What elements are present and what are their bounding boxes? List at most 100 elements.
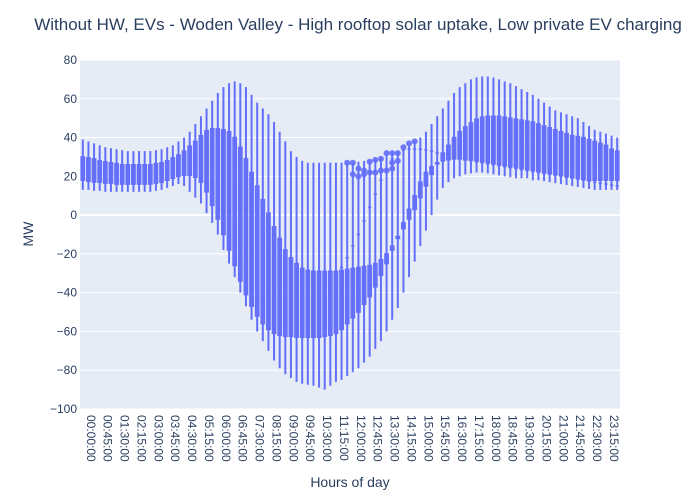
outlier-point [394, 157, 401, 164]
box-iqr [91, 158, 97, 183]
box-mark [592, 129, 598, 190]
box-mark [468, 79, 474, 174]
box-mark [609, 135, 614, 190]
x-tick-label: 00:45:00 [101, 415, 115, 462]
box-iqr [181, 150, 187, 177]
x-tick-label: 03:45:00 [168, 415, 182, 462]
box-iqr [367, 264, 373, 298]
box-iqr [114, 162, 119, 185]
box-mark [114, 149, 119, 192]
box-iqr [192, 140, 198, 179]
box-mark [457, 87, 463, 177]
box-iqr [412, 194, 418, 211]
x-tick-label: 21:45:00 [573, 415, 587, 462]
box-mark [80, 139, 86, 190]
box-iqr [311, 270, 316, 339]
box-iqr [609, 148, 614, 181]
x-tick-label: 10:30:00 [320, 415, 334, 462]
x-tick-label: 05:15:00 [202, 415, 216, 462]
box-iqr [108, 162, 114, 184]
box-iqr [519, 119, 524, 170]
box-iqr [614, 150, 620, 181]
box-mark [91, 143, 97, 191]
box-mark [406, 145, 412, 278]
x-axis-title: Hours of day [310, 474, 389, 490]
box-mark [215, 92, 221, 235]
box-iqr [142, 163, 148, 185]
box-mark [417, 137, 423, 247]
box-mark [282, 141, 288, 375]
box-iqr [204, 130, 209, 193]
outlier-point [377, 155, 384, 162]
box-iqr [401, 222, 406, 230]
box-mark [254, 102, 260, 332]
box-iqr [536, 123, 541, 173]
box-mark [164, 147, 170, 188]
y-tick-label: 80 [64, 53, 78, 67]
box-iqr [558, 130, 564, 177]
box-mark [530, 94, 536, 181]
box-iqr [305, 269, 311, 339]
box-mark [614, 137, 620, 190]
box-iqr [468, 122, 474, 161]
box-mark [496, 79, 502, 176]
box-mark [221, 87, 226, 251]
box-mark [412, 141, 418, 262]
box-iqr [243, 158, 249, 296]
box-mark [389, 153, 395, 320]
box-iqr [271, 225, 277, 335]
box-mark [147, 151, 153, 192]
outlier-point [349, 171, 356, 178]
box-mark [119, 150, 125, 192]
y-tick-label: 20 [64, 169, 78, 183]
y-tick-label: 60 [64, 92, 78, 106]
x-tick-label: 18:45:00 [506, 415, 520, 462]
outlier-point [406, 140, 413, 147]
box-iqr [249, 171, 254, 307]
box-iqr [417, 181, 423, 199]
x-tick-label: 13:30:00 [388, 415, 402, 462]
box-iqr [423, 171, 429, 187]
box-iqr [575, 135, 581, 180]
box-iqr [434, 162, 440, 165]
x-tick-label: 16:30:00 [455, 415, 469, 462]
box-mark [558, 112, 564, 185]
box-mark [311, 162, 316, 386]
box-mark [485, 76, 491, 174]
box-iqr [384, 253, 389, 265]
plot-background [80, 60, 620, 409]
x-tick-label: 15:00:00 [421, 415, 435, 462]
box-mark [294, 156, 299, 382]
box-mark [136, 151, 142, 192]
box-mark [288, 151, 294, 378]
chart-title: Without HW, EVs - Woden Valley - High ro… [34, 15, 682, 34]
box-iqr [119, 163, 125, 185]
box-mark [260, 108, 266, 342]
box-iqr [316, 270, 322, 339]
box-iqr [462, 126, 468, 161]
box-iqr [474, 118, 479, 162]
box-mark [159, 149, 164, 190]
x-tick-label: 11:15:00 [337, 415, 351, 461]
outlier-point [411, 138, 418, 145]
box-iqr [153, 162, 159, 184]
box-mark [350, 162, 356, 373]
box-iqr [131, 163, 136, 185]
x-tick-label: 14:15:00 [404, 415, 418, 462]
box-iqr [496, 115, 502, 166]
box-iqr [80, 156, 86, 181]
box-iqr [125, 163, 131, 185]
x-tick-label: 20:15:00 [539, 415, 553, 462]
box-iqr [86, 157, 91, 182]
box-iqr [581, 136, 586, 180]
box-mark [170, 145, 176, 187]
outlier-point [394, 150, 401, 157]
box-iqr [198, 134, 204, 183]
box-mark [176, 141, 181, 185]
box-mark [479, 76, 485, 173]
box-mark [513, 86, 519, 179]
grid-lines [80, 59, 620, 410]
box-mark [125, 151, 131, 192]
box-mark [299, 160, 305, 384]
